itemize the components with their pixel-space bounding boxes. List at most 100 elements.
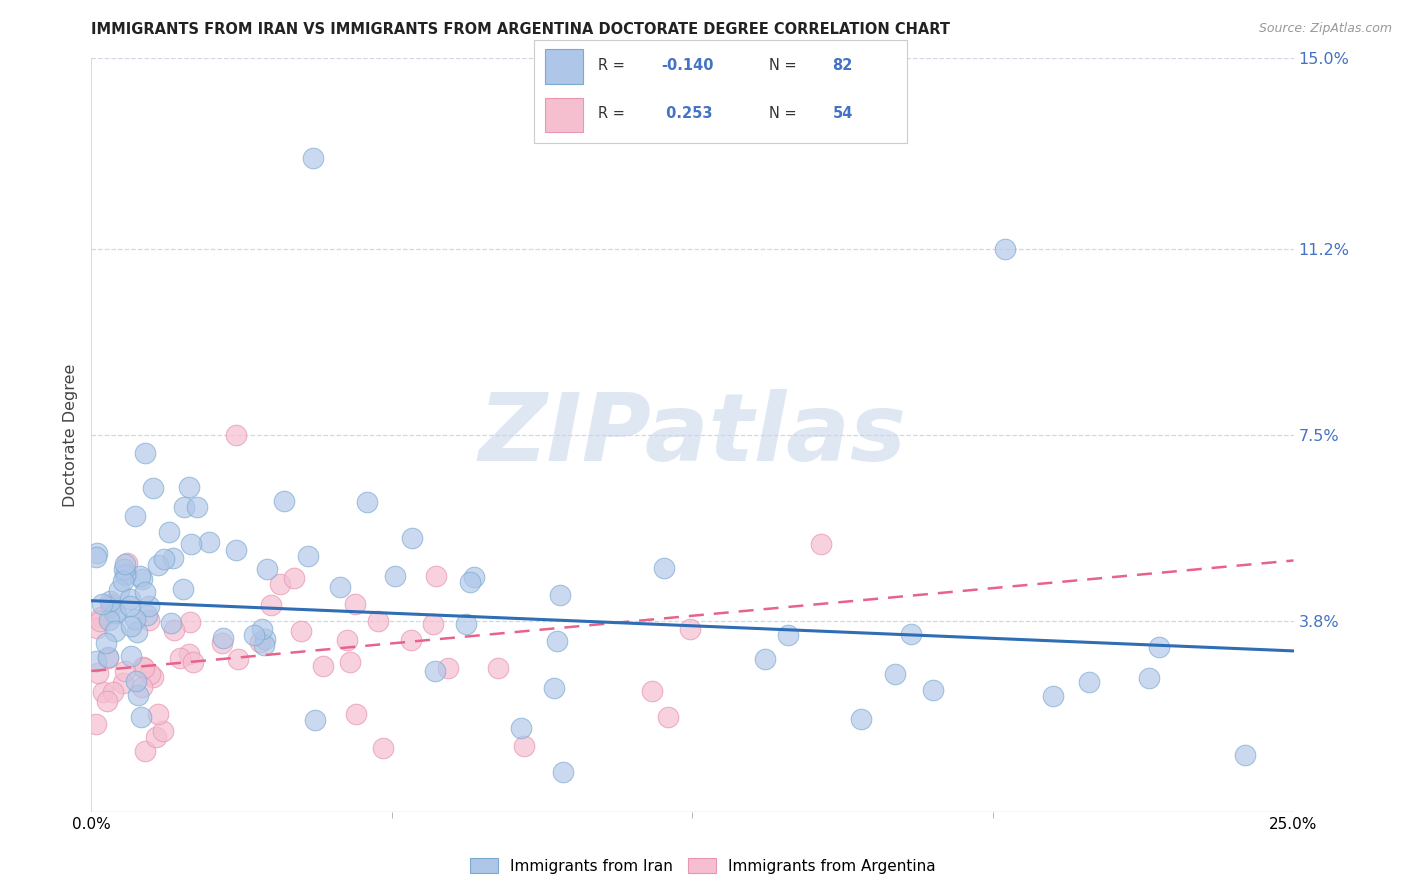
Point	[422, 616, 444, 631]
Point	[225, 428, 247, 442]
Point	[283, 571, 305, 585]
Point	[994, 242, 1017, 256]
Legend: Immigrants from Iran, Immigrants from Argentina: Immigrants from Iran, Immigrants from Ar…	[464, 852, 942, 880]
Point	[776, 628, 799, 642]
Point	[125, 624, 148, 639]
Text: N =: N =	[769, 106, 801, 121]
Point	[1137, 671, 1160, 685]
Point	[242, 628, 264, 642]
Point	[146, 707, 169, 722]
Point	[177, 479, 200, 493]
Point	[138, 599, 160, 613]
Point	[101, 685, 124, 699]
Point	[97, 650, 120, 665]
Point	[86, 621, 108, 635]
Point	[252, 622, 274, 636]
Point	[134, 585, 156, 599]
Point	[153, 552, 176, 566]
Text: 0.253: 0.253	[661, 106, 713, 121]
Point	[256, 562, 278, 576]
Point	[186, 500, 208, 515]
Point	[103, 607, 125, 621]
Text: R =: R =	[598, 106, 628, 121]
Point	[172, 582, 194, 596]
Point	[100, 599, 122, 613]
Point	[401, 531, 423, 545]
Point	[142, 482, 165, 496]
Point	[146, 558, 169, 572]
Point	[104, 624, 127, 638]
Point	[129, 569, 152, 583]
Point	[550, 588, 572, 602]
Point	[152, 723, 174, 738]
Point	[138, 613, 160, 627]
Point	[922, 682, 945, 697]
Point	[114, 557, 136, 571]
Point	[463, 570, 485, 584]
Point	[211, 636, 233, 650]
Point	[96, 694, 118, 708]
Point	[134, 446, 156, 460]
Point	[551, 764, 574, 779]
Text: Source: ZipAtlas.com: Source: ZipAtlas.com	[1258, 22, 1392, 36]
Point	[399, 632, 422, 647]
Point	[297, 549, 319, 564]
Point	[98, 594, 121, 608]
Point	[89, 614, 111, 628]
FancyBboxPatch shape	[546, 97, 582, 132]
Point	[121, 648, 143, 663]
Text: N =: N =	[769, 58, 801, 73]
Point	[132, 660, 155, 674]
Point	[1147, 640, 1170, 654]
Point	[641, 683, 664, 698]
Point	[301, 152, 323, 166]
Point	[884, 667, 907, 681]
Point	[120, 619, 142, 633]
Point	[273, 493, 295, 508]
Point	[84, 716, 107, 731]
Point	[157, 524, 180, 539]
Point	[436, 661, 458, 675]
Point	[173, 500, 195, 514]
Point	[344, 707, 367, 722]
Text: 82: 82	[832, 58, 852, 73]
Point	[253, 638, 276, 652]
Point	[356, 495, 378, 509]
Point	[269, 577, 291, 591]
Point	[134, 744, 156, 758]
Point	[454, 617, 477, 632]
Point	[679, 623, 702, 637]
Point	[112, 676, 135, 690]
Point	[100, 597, 122, 611]
Point	[546, 634, 568, 648]
Point	[543, 681, 565, 695]
Point	[339, 655, 361, 669]
Point	[900, 627, 922, 641]
Point	[260, 598, 283, 612]
Point	[114, 664, 136, 678]
Point	[754, 652, 776, 666]
Point	[111, 574, 134, 588]
Point	[84, 549, 107, 564]
Point	[510, 721, 533, 735]
Point	[112, 562, 135, 576]
Point	[810, 537, 832, 551]
Point	[304, 714, 326, 728]
Point	[115, 566, 138, 581]
Point	[384, 569, 406, 583]
Point	[86, 546, 108, 560]
Point	[160, 615, 183, 630]
Point	[179, 615, 201, 629]
Point	[657, 709, 679, 723]
Point	[136, 607, 159, 622]
Point	[336, 632, 359, 647]
Point	[458, 575, 481, 590]
Point	[329, 580, 352, 594]
Point	[132, 661, 155, 675]
Text: ZIPatlas: ZIPatlas	[478, 389, 907, 481]
Point	[226, 652, 249, 666]
Point	[312, 658, 335, 673]
Point	[145, 730, 167, 744]
Point	[127, 688, 149, 702]
Point	[249, 635, 271, 649]
